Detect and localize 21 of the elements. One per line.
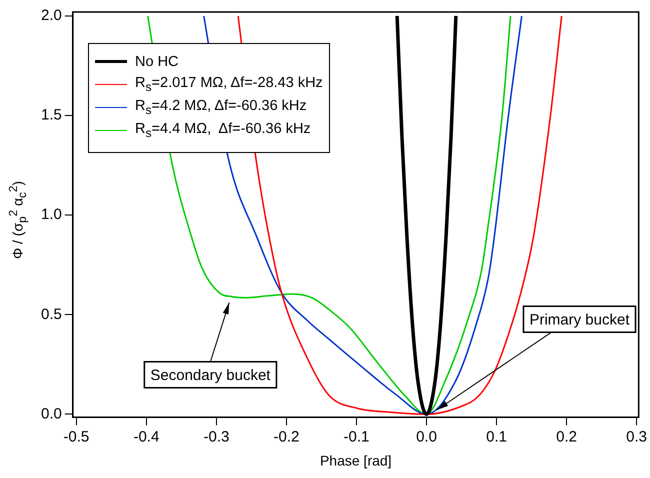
y-tick-label: 0.0 — [40, 405, 62, 422]
x-tick-label: 0.3 — [626, 428, 648, 446]
annotation: Secondary bucket — [150, 366, 272, 384]
legend-label: R$_{s}$=4.4 MΩ, Δf=-60.36 kHz — [135, 121, 311, 140]
y-tick-label: 0.5 — [40, 306, 62, 323]
x-tick-label: 0.1 — [486, 428, 507, 446]
y-tick-label: 2.0 — [40, 7, 62, 24]
x-tick-label: 0.0 — [416, 428, 437, 446]
y-tick-label: 1.0 — [40, 206, 62, 224]
x-tick-label: -0.5 — [63, 428, 90, 446]
y-tick-label: 1.5 — [40, 106, 62, 124]
legend-label: R$_{s}$=4.2 MΩ, Δf=-60.36 kHz — [135, 98, 307, 117]
x-tick-label: -0.2 — [274, 428, 300, 446]
legend-label: No HC — [135, 54, 179, 70]
annotation: Primary bucket — [529, 311, 630, 328]
legend-label: R$_{s}$=2.017 MΩ, Δf=-28.43 kHz — [135, 75, 323, 94]
x-tick-label: -0.1 — [344, 428, 370, 446]
x-axis-title: Phase [rad] — [320, 452, 392, 468]
x-tick-label: -0.3 — [203, 428, 230, 446]
x-tick-label: -0.4 — [133, 428, 160, 446]
x-tick-label: 0.2 — [556, 428, 577, 446]
